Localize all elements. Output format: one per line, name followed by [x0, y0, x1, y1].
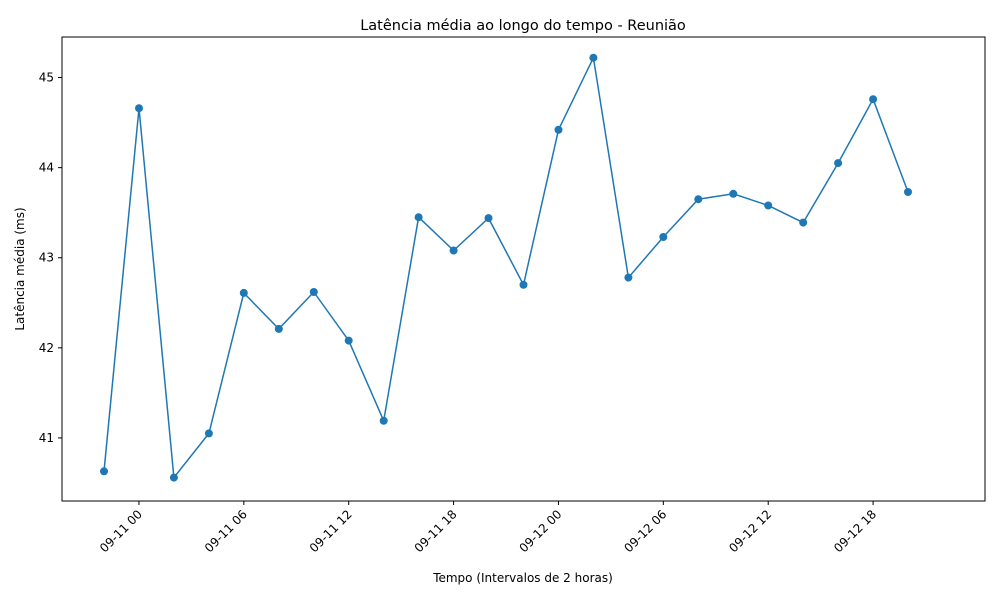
data-point [309, 288, 318, 296]
x-tick-label: 09-11 06 [202, 507, 250, 555]
x-tick-label: 09-12 06 [621, 507, 669, 555]
data-point [624, 273, 633, 282]
data-point [799, 218, 808, 227]
data-point [764, 201, 773, 210]
x-tick-label: 09-12 18 [831, 507, 879, 555]
x-tick-label: 09-11 00 [97, 507, 145, 555]
data-point [344, 336, 353, 345]
x-axis: 09-11 00 09-11 06 09-11 12 09-11 18 09-12 00… [97, 501, 879, 555]
data-point [449, 246, 458, 255]
series-layer [100, 53, 912, 482]
chart-title: Latência média ao longo do tempo - Reuni… [360, 18, 686, 34]
data-point [659, 233, 668, 241]
x-tick-label: 09-12 12 [726, 507, 774, 555]
y-axis-label: Latência média (ms) [13, 207, 27, 330]
data-point [589, 53, 598, 62]
data-point [834, 159, 843, 168]
series-line [103, 55, 909, 480]
data-point [694, 195, 703, 204]
plot-frame [61, 36, 986, 502]
x-tick-label: 09-11 12 [307, 507, 355, 555]
data-point [554, 125, 563, 134]
plot-area [61, 36, 986, 502]
y-tick-label: 41 [39, 431, 54, 445]
data-point [169, 473, 178, 482]
data-point [135, 104, 143, 113]
data-point [904, 188, 912, 196]
data-point [869, 95, 878, 104]
data-point [239, 288, 248, 297]
data-point [100, 467, 108, 476]
data-point [379, 416, 388, 425]
y-tick-label: 45 [39, 71, 54, 85]
data-point [414, 213, 423, 222]
y-tick-label: 43 [39, 251, 54, 265]
x-axis-label: Tempo (Intervalos de 2 horas) [432, 571, 613, 585]
x-tick-label: 09-11 18 [412, 507, 460, 555]
data-point [519, 280, 528, 289]
data-point [274, 324, 283, 333]
y-tick-label: 42 [39, 341, 54, 355]
data-point [204, 429, 213, 438]
y-tick-label: 44 [39, 161, 54, 175]
y-axis: 41 42 43 44 45 [39, 71, 62, 445]
data-point [729, 189, 738, 198]
data-point [484, 214, 493, 223]
x-tick-label: 09-12 00 [517, 507, 565, 555]
